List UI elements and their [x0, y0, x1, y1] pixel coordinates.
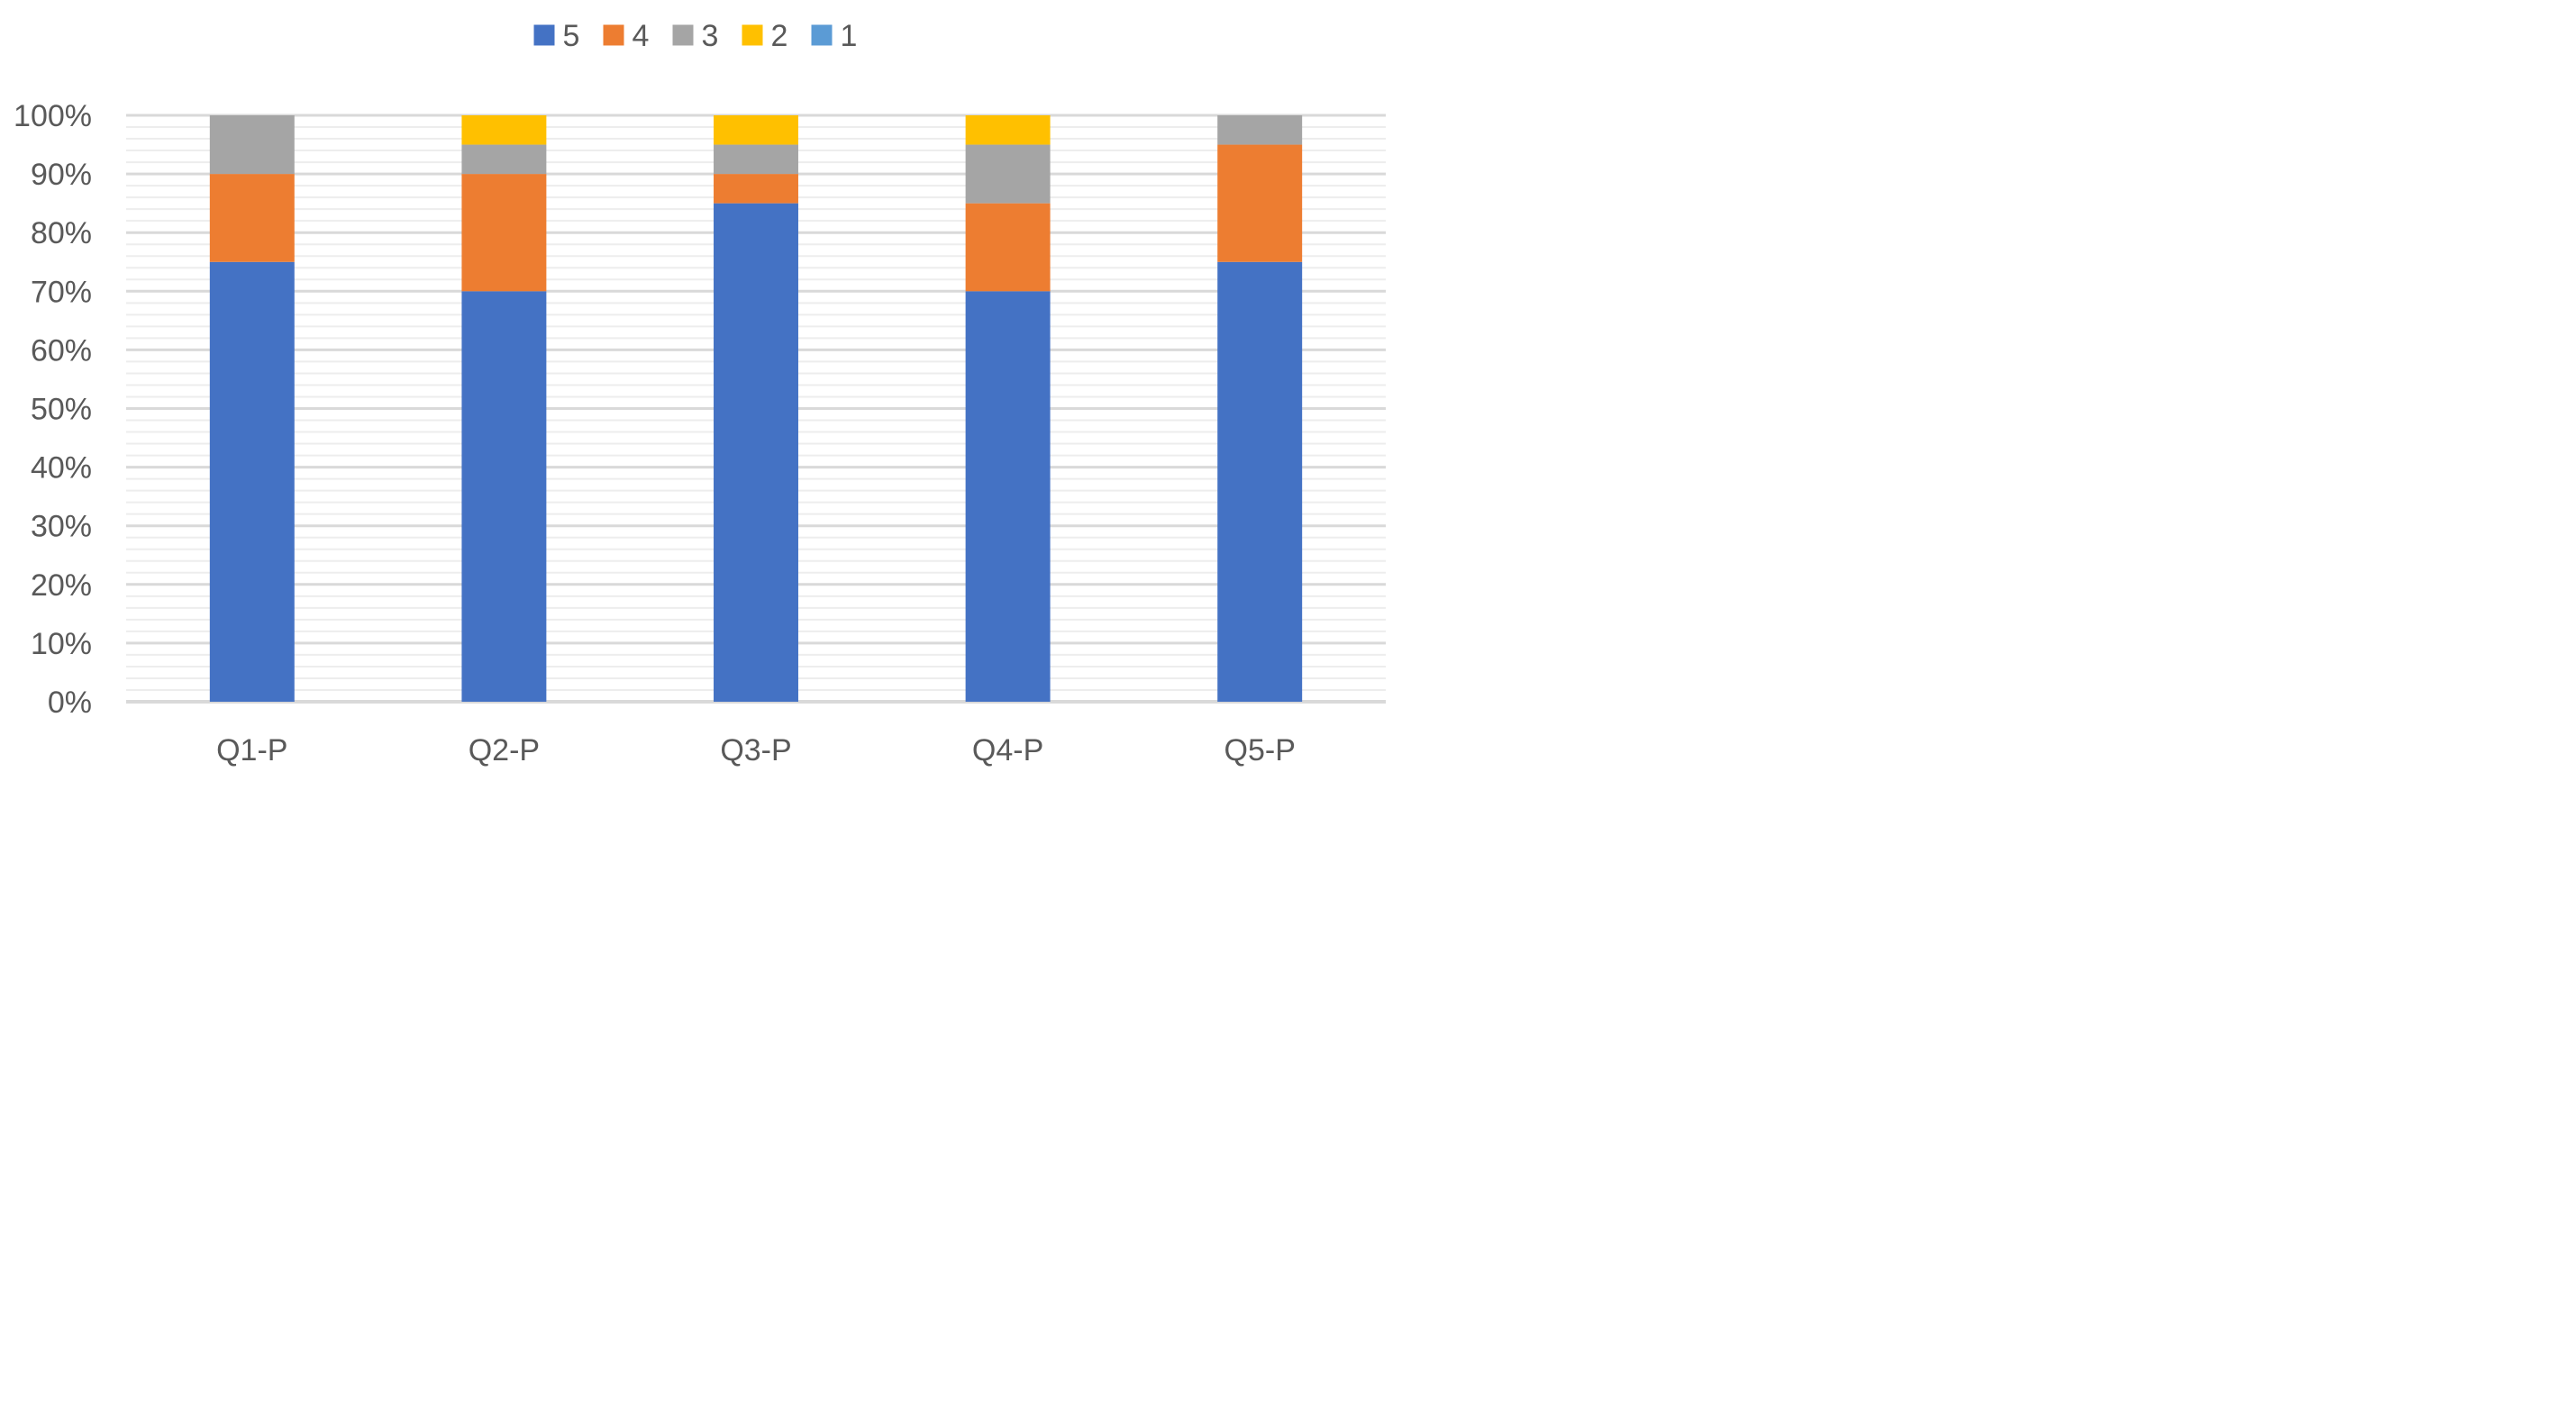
y-tick-label: 10% [31, 627, 92, 661]
legend-label: 4 [633, 19, 650, 53]
bar-segment-q5-p-rating-5 [1217, 261, 1303, 702]
legend: 5 4 3 2 1 [533, 19, 858, 53]
y-tick-label: 20% [31, 568, 92, 603]
y-tick-label: 40% [31, 451, 92, 486]
legend-label: 3 [702, 19, 719, 53]
x-category-label: Q3-P [720, 733, 791, 767]
y-tick-label: 30% [31, 510, 92, 544]
stacked-bar-chart: 0% 10% 20% 30% 40% 50% 60% 70% 80% 90% 100% Q1-P Q2… [14, 19, 1386, 767]
bar-segment-q1-p-rating-3 [209, 115, 295, 175]
bar-segment-q4-p-rating-3 [965, 144, 1051, 204]
y-tick-label: 80% [31, 216, 92, 250]
bar-segment-q1-p-rating-4 [209, 174, 295, 262]
legend-swatch [603, 24, 624, 46]
legend-swatch [533, 24, 555, 46]
y-tick-label: 50% [31, 393, 92, 427]
x-axis-category-labels: Q1-P Q2-P Q3-P Q4-P Q5-P [216, 733, 1296, 767]
bar-segment-q1-p-rating-5 [209, 261, 295, 702]
bar-segment-q3-p-rating-4 [714, 174, 798, 204]
bar-segment-q5-p-rating-4 [1217, 144, 1303, 262]
bar-segment-q2-p-rating-3 [461, 144, 547, 175]
bar-segment-q4-p-rating-2 [965, 115, 1051, 145]
bar-segment-q2-p-rating-2 [461, 115, 547, 145]
bar-segment-q5-p-rating-3 [1217, 115, 1303, 145]
bar-segment-q3-p-rating-5 [714, 203, 798, 702]
x-category-label: Q1-P [216, 733, 287, 767]
bar-segment-q3-p-rating-3 [714, 144, 798, 175]
bar-segment-q4-p-rating-5 [965, 291, 1051, 702]
legend-swatch [672, 24, 694, 46]
legend-swatch [742, 24, 763, 46]
legend-label: 2 [771, 19, 788, 53]
bar-segment-q2-p-rating-4 [461, 174, 547, 292]
bar-segments [209, 115, 1303, 702]
y-tick-label: 100% [14, 99, 92, 133]
x-category-label: Q4-P [972, 733, 1043, 767]
bar-segment-q2-p-rating-5 [461, 291, 547, 702]
legend-swatch [811, 24, 833, 46]
y-tick-label: 70% [31, 275, 92, 309]
y-tick-label: 60% [31, 333, 92, 368]
legend-label: 1 [841, 19, 858, 53]
y-tick-label: 90% [31, 158, 92, 192]
y-tick-label: 0% [48, 686, 92, 720]
legend-label: 5 [563, 19, 580, 53]
bar-segment-q4-p-rating-4 [965, 203, 1051, 292]
x-category-label: Q5-P [1224, 733, 1296, 767]
bar-segment-q3-p-rating-2 [714, 115, 798, 145]
x-category-label: Q2-P [469, 733, 540, 767]
y-axis-tick-labels: 0% 10% 20% 30% 40% 50% 60% 70% 80% 90% 100% [14, 99, 92, 720]
